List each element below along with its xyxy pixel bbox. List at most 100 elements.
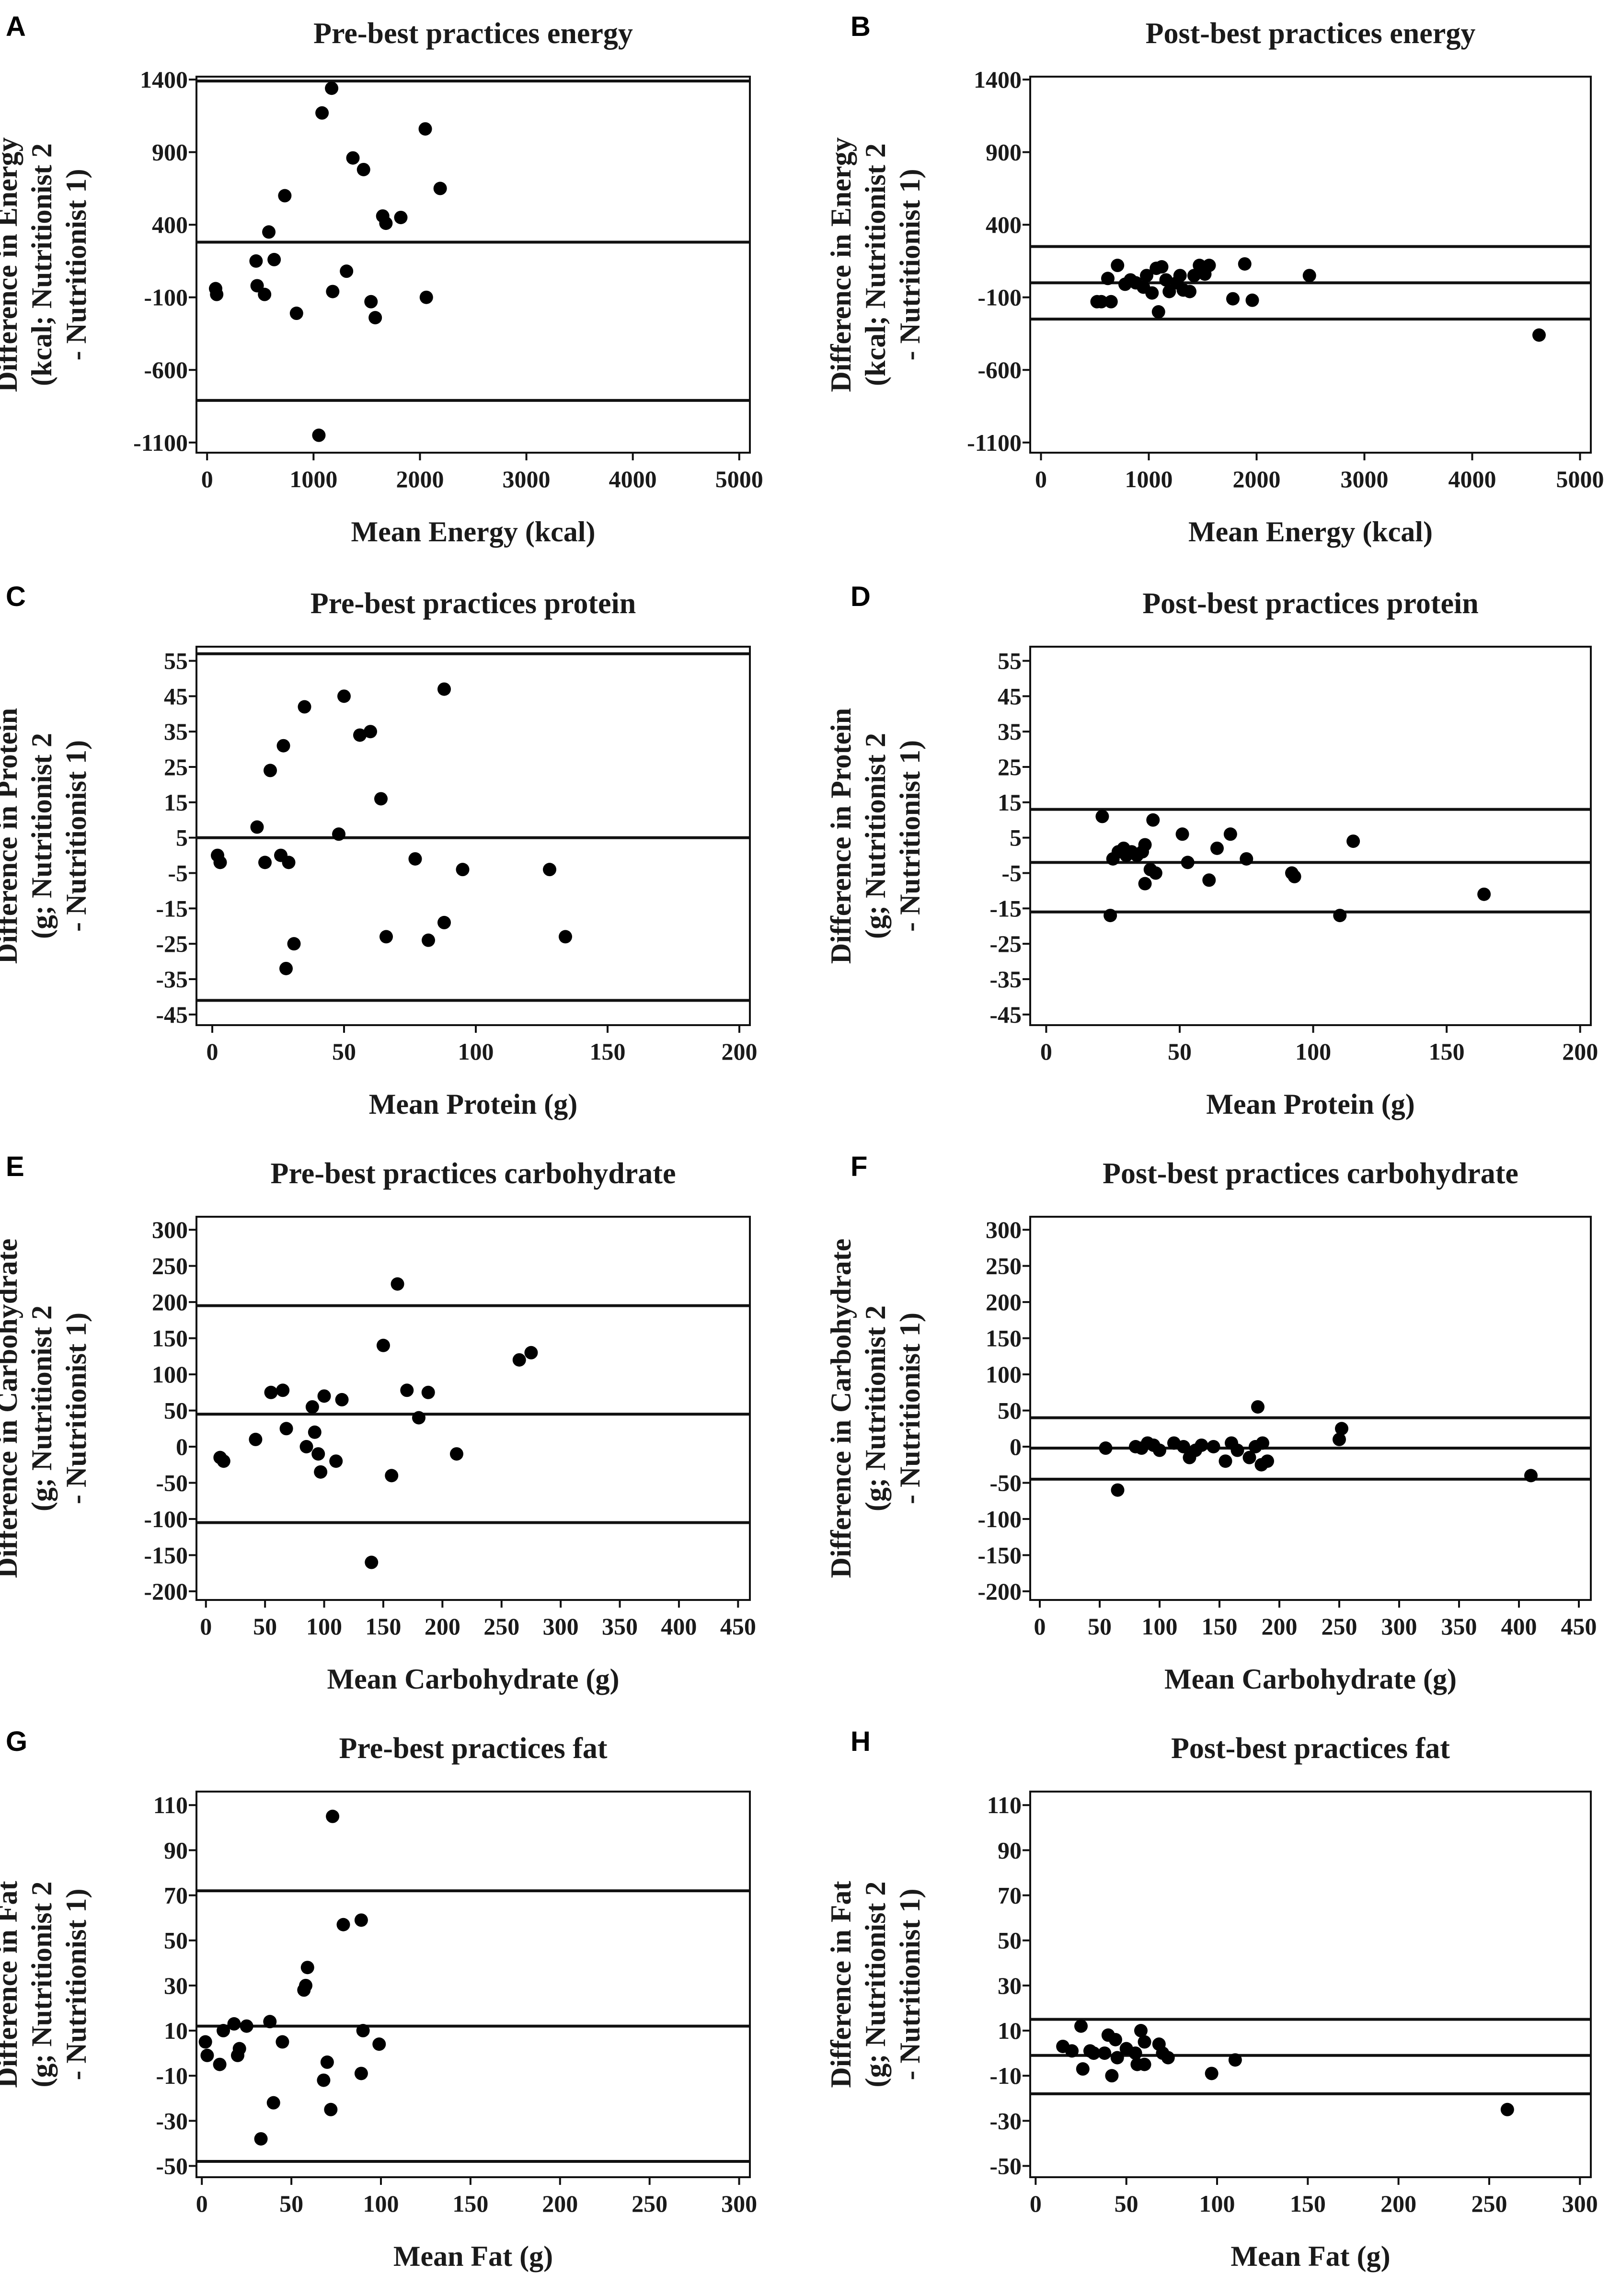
data-point xyxy=(1333,909,1347,923)
y-tick-label: 900 xyxy=(986,139,1022,166)
plot-frame xyxy=(195,1216,751,1601)
data-point xyxy=(356,162,370,176)
x-tick-label: 0 xyxy=(196,2190,208,2217)
data-point xyxy=(340,264,354,278)
plot-frame xyxy=(195,1791,751,2178)
plot-frame xyxy=(1029,76,1592,454)
y-tick-label: -50 xyxy=(156,2152,188,2179)
data-point xyxy=(1532,328,1546,342)
x-tick-label: 300 xyxy=(1381,1613,1417,1640)
data-point xyxy=(266,2096,280,2110)
y-tick-label: 90 xyxy=(164,1837,188,1863)
data-point xyxy=(1101,272,1115,286)
chart-title: Post-best practices energy xyxy=(1146,17,1476,50)
y-tick-label: -50 xyxy=(989,1469,1022,1496)
y-tick-label: 150 xyxy=(986,1325,1022,1352)
y-tick-label: 250 xyxy=(152,1253,188,1279)
data-point xyxy=(1161,2051,1175,2065)
data-point xyxy=(282,856,296,869)
data-point xyxy=(1183,285,1196,298)
x-tick-label: 100 xyxy=(458,1038,494,1065)
panel-label: B xyxy=(851,11,871,42)
data-point xyxy=(437,682,451,696)
y-axis-label: Difference in Protein xyxy=(825,708,857,964)
x-axis-label: Mean Protein (g) xyxy=(369,1088,577,1120)
y-tick-label: 5 xyxy=(1010,824,1022,851)
data-point xyxy=(262,225,276,239)
x-tick-label: 0 xyxy=(207,1038,218,1065)
x-tick-label: 50 xyxy=(1168,1038,1192,1065)
y-tick-label: 35 xyxy=(164,718,188,745)
x-tick-label: 50 xyxy=(1115,2190,1138,2217)
y-tick-label: -10 xyxy=(989,2062,1022,2089)
data-point xyxy=(276,2035,289,2049)
x-tick-label: 300 xyxy=(1562,2190,1598,2217)
data-point xyxy=(258,856,272,869)
data-point xyxy=(1195,1438,1208,1452)
y-axis-label: Difference in Protein xyxy=(0,708,23,964)
x-tick-label: 450 xyxy=(720,1613,756,1640)
x-tick-label: 50 xyxy=(279,2190,303,2217)
data-point xyxy=(337,689,351,703)
data-point xyxy=(200,2048,214,2062)
data-point xyxy=(1138,838,1152,852)
chart-title: Pre-best practices energy xyxy=(313,17,633,50)
y-tick-label: 300 xyxy=(986,1216,1022,1243)
y-tick-label: -600 xyxy=(144,356,188,383)
chart-title: Pre-best practices carbohydrate xyxy=(271,1157,676,1190)
data-point xyxy=(408,852,422,866)
x-tick-label: 0 xyxy=(1034,1613,1046,1640)
x-tick-label: 350 xyxy=(602,1613,638,1640)
y-tick-label: 400 xyxy=(152,211,188,238)
y-tick-label: -100 xyxy=(144,284,188,311)
data-point xyxy=(1134,2024,1148,2038)
x-axis-label: Mean Energy (kcal) xyxy=(351,516,596,548)
data-point xyxy=(305,1400,319,1414)
data-point xyxy=(376,1338,390,1352)
y-tick-label: 10 xyxy=(164,2017,188,2044)
y-tick-label: -30 xyxy=(156,2107,188,2134)
x-axis-label: Mean Fat (g) xyxy=(393,2240,553,2272)
data-point xyxy=(263,2015,277,2029)
data-point xyxy=(312,428,326,442)
data-point xyxy=(300,1961,314,1975)
panel-b: B Post-best practices energy 1400 900 400 -10… xyxy=(825,11,1604,548)
x-tick-label: 50 xyxy=(253,1613,277,1640)
x-tick-label: 2000 xyxy=(396,466,444,492)
data-point xyxy=(1219,1454,1232,1468)
y-tick-label: -35 xyxy=(989,966,1022,993)
data-point xyxy=(325,81,339,95)
chart-title: Pre-best practices protein xyxy=(310,587,636,620)
data-point xyxy=(258,287,272,301)
x-tick-label: 450 xyxy=(1561,1613,1597,1640)
y-tick-label: -150 xyxy=(977,1542,1022,1568)
panel-e: E Pre-best practices carbohydrate 300 250 20… xyxy=(0,1151,756,1695)
data-point xyxy=(1202,873,1216,887)
panel-a: A Pre-best practices energy 1400 900 400 -100… xyxy=(0,11,763,548)
chart-title: Post-best practices protein xyxy=(1142,587,1478,620)
data-point xyxy=(299,1440,313,1453)
panel-label: D xyxy=(851,581,871,612)
x-tick-label: 100 xyxy=(306,1613,342,1640)
data-point xyxy=(379,217,393,230)
data-point xyxy=(308,1425,322,1439)
data-point xyxy=(315,106,329,120)
data-point xyxy=(1207,1440,1220,1453)
data-point xyxy=(512,1353,526,1367)
x-tick-label: 200 xyxy=(1562,1038,1598,1065)
x-tick-label: 5000 xyxy=(715,466,763,492)
data-point xyxy=(379,930,393,944)
y-tick-label: 25 xyxy=(998,754,1022,780)
x-tick-label: 3000 xyxy=(1341,466,1389,492)
y-axis-label: Difference in Fat xyxy=(825,1881,857,2088)
data-point xyxy=(249,1432,263,1446)
y-tick-label: 90 xyxy=(998,1837,1022,1863)
data-point xyxy=(1138,2035,1151,2049)
data-point xyxy=(1333,1432,1346,1446)
y-axis-label: Difference in Carbohydrate xyxy=(825,1239,857,1578)
data-point xyxy=(1173,269,1187,283)
x-tick-label: 200 xyxy=(1262,1613,1298,1640)
data-point xyxy=(279,1422,293,1436)
data-point xyxy=(1245,293,1259,307)
